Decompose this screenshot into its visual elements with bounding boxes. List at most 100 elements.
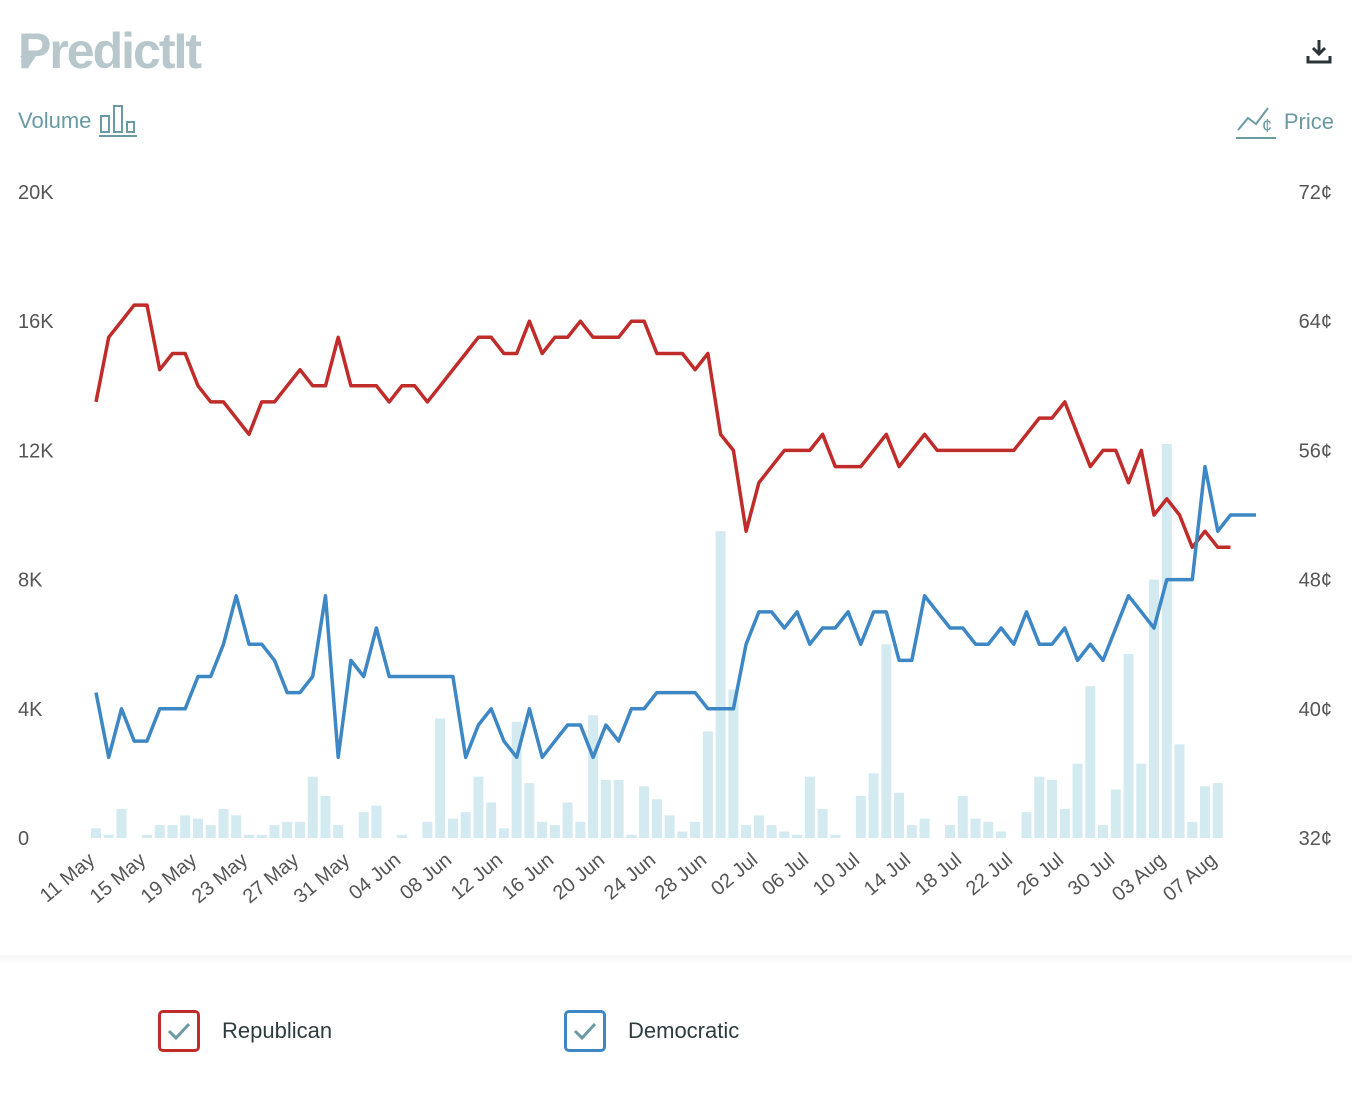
x-tick-label: 16 Jun [498, 849, 558, 904]
volume-bar [1123, 653, 1134, 838]
volume-bar [243, 834, 254, 838]
volume-bar [333, 825, 344, 838]
volume-bar [626, 834, 637, 838]
bar-chart-icon [99, 105, 138, 137]
volume-bar [1212, 783, 1223, 838]
volume-bar [639, 786, 650, 838]
download-icon[interactable] [1304, 36, 1334, 66]
volume-bar [256, 834, 267, 838]
volume-bar [613, 779, 624, 838]
legend-divider [0, 955, 1352, 965]
x-tick-label: 23 May [188, 849, 252, 908]
x-tick-label: 03 Aug [1108, 849, 1170, 906]
right-tick-label: 32¢ [1299, 828, 1332, 850]
volume-bar [575, 821, 586, 838]
right-tick-label: 48¢ [1299, 570, 1332, 592]
volume-bar [1187, 821, 1198, 838]
volume-bar [779, 831, 790, 838]
x-tick-label: 20 Jun [549, 849, 609, 904]
volume-bar [422, 821, 433, 838]
x-tick-label: 27 May [239, 849, 303, 908]
left-tick-label: 0 [18, 828, 29, 850]
volume-bar [970, 818, 981, 838]
volume-bar [664, 815, 675, 838]
legend-label-republican: Republican [222, 1018, 333, 1043]
logo-text: PredictIt [18, 23, 202, 79]
x-tick-label: 02 Jul [707, 849, 762, 900]
volume-bar [435, 718, 446, 838]
volume-bar [690, 821, 701, 838]
price-lines [94, 303, 1256, 760]
volume-bar [447, 818, 458, 838]
volume-bar [511, 721, 522, 838]
volume-bar [996, 831, 1007, 838]
volume-bar [116, 808, 127, 838]
volume-bar [1110, 789, 1121, 838]
volume-bar [269, 825, 280, 838]
x-tick-label: 22 Jul [962, 849, 1017, 900]
legend-label-democratic: Democratic [628, 1018, 740, 1043]
price-axis-label: ¢ Price [1235, 104, 1334, 140]
volume-bar [702, 731, 713, 838]
volume-bar [460, 812, 471, 838]
right-tick-label: 72¢ [1299, 182, 1332, 204]
legend-democratic[interactable]: Democratic [564, 1010, 739, 1052]
volume-bar [167, 825, 178, 838]
logo-arrow-icon [20, 56, 36, 68]
line-chart-cent-icon: ¢ [1235, 107, 1276, 139]
price-label-text: Price [1283, 109, 1334, 134]
volume-bar [103, 834, 114, 838]
volume-bar [906, 825, 917, 838]
x-tick-label: 19 May [137, 849, 201, 908]
volume-bar [1034, 776, 1045, 838]
x-tick-label: 08 Jun [396, 849, 456, 904]
right-tick-label: 64¢ [1299, 311, 1332, 333]
series-line-democratic [94, 464, 1256, 760]
volume-bar [1085, 686, 1096, 838]
volume-bar [1149, 579, 1160, 838]
volume-bar [231, 815, 242, 838]
volume-bar [320, 796, 331, 838]
price-volume-chart: 20K 16K 12K 8K 4K 0 72¢ 64¢ 56¢ 48¢ 40¢ 32¢ 11 May… [18, 182, 1332, 908]
volume-bar [957, 796, 968, 838]
volume-bar [766, 825, 777, 838]
volume-bar [945, 825, 956, 838]
volume-bar [1059, 808, 1070, 838]
volume-bars [91, 443, 1223, 838]
x-tick-label: 11 May [36, 849, 99, 907]
volume-bar [91, 828, 101, 838]
x-tick-label: 10 Jul [809, 849, 864, 900]
x-tick-label: 07 Aug [1159, 849, 1221, 906]
volume-bar [562, 802, 573, 838]
volume-bar [792, 834, 803, 838]
volume-bar [715, 531, 726, 838]
x-tick-label: 31 May [290, 849, 354, 908]
volume-bar [282, 821, 293, 838]
volume-bar [855, 796, 866, 838]
volume-bar [473, 776, 484, 838]
volume-bar [753, 815, 764, 838]
x-tick-label: 28 Jun [651, 849, 711, 904]
left-tick-label: 20K [18, 182, 54, 204]
left-tick-label: 16K [18, 311, 54, 333]
volume-bar [358, 812, 369, 838]
volume-bar [588, 715, 599, 838]
volume-bar [741, 825, 752, 838]
volume-bar [830, 834, 841, 838]
democratic-checkbox[interactable] [564, 1010, 606, 1052]
volume-bar [881, 644, 892, 838]
volume-label-text: Volume [18, 108, 92, 133]
republican-checkbox[interactable] [158, 1010, 200, 1052]
volume-bar [1021, 812, 1032, 838]
left-tick-label: 12K [18, 440, 54, 462]
legend-republican[interactable]: Republican [158, 1010, 332, 1052]
volume-bar [804, 776, 815, 838]
check-icon [573, 1022, 597, 1041]
volume-bar [1072, 763, 1083, 838]
volume-bar [141, 834, 152, 838]
x-tick-label: 14 Jul [860, 849, 915, 900]
volume-bar [524, 783, 535, 838]
x-tick-label: 15 May [86, 849, 150, 908]
volume-bar [1136, 763, 1147, 838]
